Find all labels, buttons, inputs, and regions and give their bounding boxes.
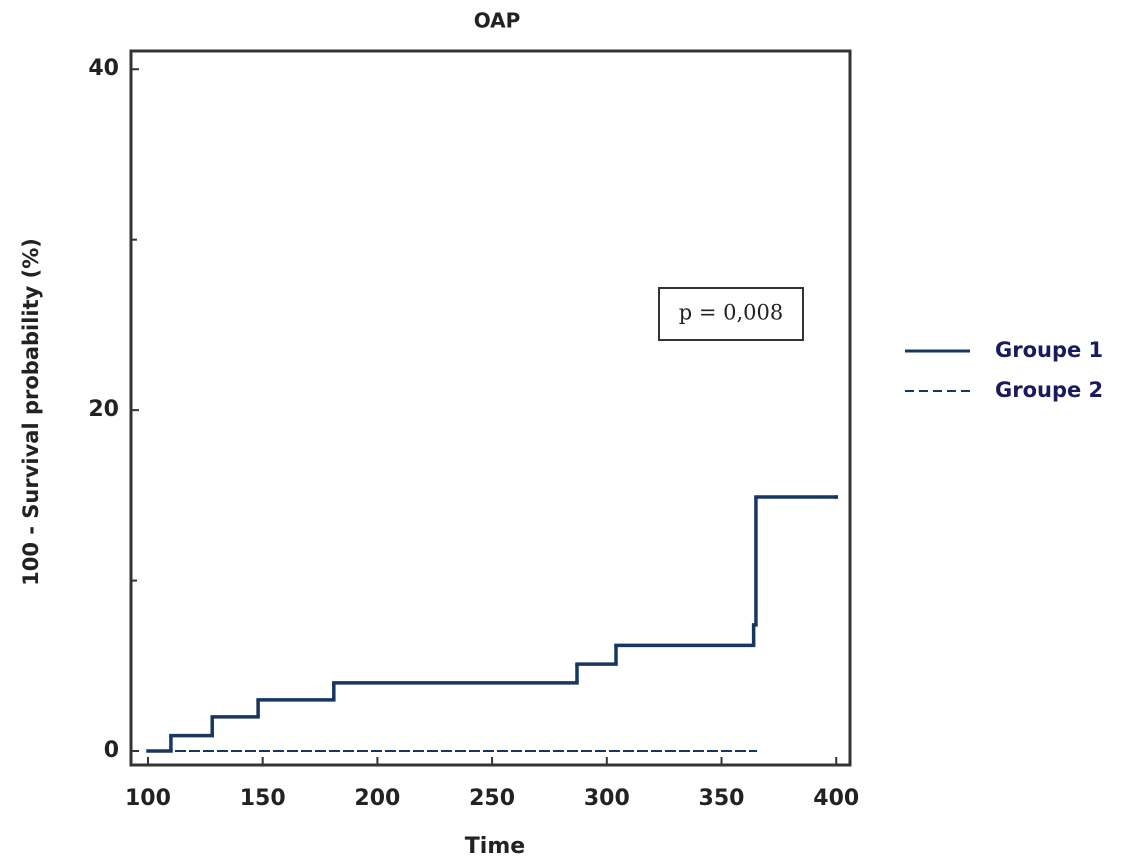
x-tick-label: 250 <box>469 786 515 811</box>
plot-frame <box>129 49 852 767</box>
x-tick-label: 200 <box>354 786 400 811</box>
annotation-box <box>658 287 804 341</box>
y-axis-label: 100 - Survival probability (%) <box>19 238 43 586</box>
y-tick-label: 20 <box>88 397 119 422</box>
x-axis-label: Time <box>465 834 525 859</box>
y-tick-label: 40 <box>88 56 119 81</box>
legend-label: Groupe 2 <box>995 378 1103 402</box>
x-tick-label: 350 <box>699 786 745 811</box>
chart-title: OAP <box>474 9 521 33</box>
x-tick-label: 300 <box>584 786 630 811</box>
legend-label: Groupe 1 <box>995 338 1103 362</box>
x-tick-label: 100 <box>125 786 171 811</box>
x-tick-label: 150 <box>240 786 286 811</box>
annotation: p = 0,008 <box>679 301 784 325</box>
x-tick-label: 400 <box>813 786 859 811</box>
y-tick-label: 0 <box>104 738 119 763</box>
